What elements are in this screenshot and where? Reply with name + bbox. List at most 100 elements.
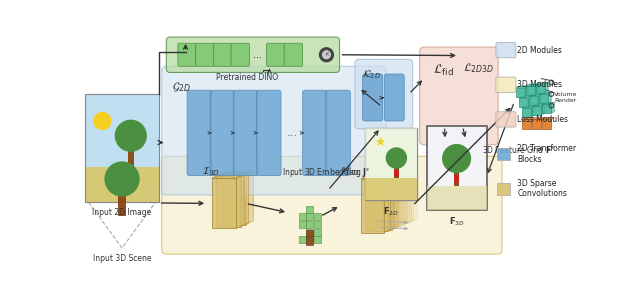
Text: ...: ...: [286, 128, 297, 138]
Bar: [299, 213, 306, 220]
Text: ✕: ✕: [324, 52, 329, 57]
Polygon shape: [522, 106, 534, 108]
Bar: [299, 221, 306, 228]
Bar: [307, 206, 314, 213]
Polygon shape: [531, 106, 534, 117]
FancyBboxPatch shape: [257, 90, 281, 176]
Polygon shape: [241, 173, 249, 226]
Text: 3D Sparse
Convolutions: 3D Sparse Convolutions: [517, 179, 567, 198]
Text: ★: ★: [374, 136, 385, 149]
Bar: [365, 128, 417, 200]
Bar: [307, 237, 314, 243]
Bar: [221, 175, 246, 225]
FancyBboxPatch shape: [166, 37, 340, 72]
FancyBboxPatch shape: [355, 59, 413, 129]
Bar: [307, 230, 314, 237]
Bar: [372, 174, 396, 228]
Polygon shape: [535, 84, 538, 95]
Polygon shape: [212, 175, 244, 178]
Bar: [394, 170, 399, 176]
Circle shape: [443, 145, 470, 172]
FancyBboxPatch shape: [284, 43, 303, 66]
Bar: [307, 221, 314, 228]
Polygon shape: [407, 166, 413, 223]
Bar: [454, 169, 459, 186]
Bar: [369, 176, 392, 230]
Bar: [307, 229, 314, 236]
Bar: [365, 177, 388, 231]
Text: 3D Modules: 3D Modules: [517, 80, 563, 89]
FancyBboxPatch shape: [266, 43, 285, 66]
Polygon shape: [388, 165, 417, 168]
Polygon shape: [399, 170, 406, 226]
Polygon shape: [536, 82, 548, 84]
Text: $\mathcal{H}_{3D}$: $\mathcal{H}_{3D}$: [340, 166, 360, 178]
Bar: [542, 104, 551, 113]
Bar: [532, 119, 541, 129]
Polygon shape: [236, 175, 244, 228]
FancyBboxPatch shape: [178, 43, 196, 66]
Polygon shape: [369, 173, 398, 176]
Text: Input 2D Image: Input 2D Image: [92, 208, 152, 217]
Bar: [427, 127, 486, 209]
Bar: [361, 179, 384, 233]
Bar: [532, 106, 541, 115]
Bar: [497, 183, 509, 195]
Bar: [365, 128, 417, 178]
Polygon shape: [525, 86, 528, 97]
FancyBboxPatch shape: [187, 90, 212, 176]
Polygon shape: [365, 174, 394, 177]
Bar: [529, 96, 538, 105]
Bar: [526, 86, 535, 95]
FancyBboxPatch shape: [496, 42, 516, 58]
FancyBboxPatch shape: [363, 74, 383, 121]
Polygon shape: [384, 176, 390, 233]
Bar: [314, 221, 321, 228]
Polygon shape: [376, 170, 406, 173]
Polygon shape: [528, 96, 531, 107]
FancyBboxPatch shape: [210, 90, 235, 176]
Polygon shape: [545, 82, 548, 93]
Bar: [86, 94, 159, 202]
FancyBboxPatch shape: [420, 47, 498, 145]
Polygon shape: [526, 84, 538, 86]
Bar: [307, 238, 314, 245]
Bar: [427, 186, 486, 209]
Text: Input 3D Scene: Input 3D Scene: [93, 254, 151, 263]
Text: Volume
Render: Volume Render: [554, 93, 578, 103]
Polygon shape: [551, 102, 554, 113]
Polygon shape: [532, 104, 545, 106]
Polygon shape: [396, 171, 402, 228]
Circle shape: [387, 148, 406, 168]
Bar: [216, 177, 241, 226]
Bar: [314, 229, 321, 236]
Circle shape: [323, 51, 330, 59]
FancyBboxPatch shape: [231, 43, 250, 66]
Bar: [118, 193, 126, 216]
Bar: [536, 84, 545, 93]
Circle shape: [105, 162, 139, 196]
Bar: [519, 98, 528, 107]
Polygon shape: [388, 174, 394, 231]
Text: $\mathcal{I}_{3D}$: $\mathcal{I}_{3D}$: [202, 166, 220, 178]
FancyBboxPatch shape: [384, 74, 404, 121]
FancyBboxPatch shape: [213, 43, 232, 66]
Text: 3D Feature Grid $\mathbf{F}^s$: 3D Feature Grid $\mathbf{F}^s$: [482, 144, 555, 155]
Circle shape: [319, 48, 333, 62]
Text: Loss Modules: Loss Modules: [517, 115, 568, 124]
Text: $\mathcal{L}_{\rm fid}$: $\mathcal{L}_{\rm fid}$: [433, 63, 454, 78]
Polygon shape: [411, 165, 417, 222]
Polygon shape: [519, 96, 531, 98]
Bar: [86, 94, 159, 167]
Bar: [454, 175, 459, 182]
Bar: [314, 237, 321, 243]
Bar: [299, 237, 306, 243]
Polygon shape: [542, 102, 554, 104]
Polygon shape: [541, 104, 545, 115]
FancyBboxPatch shape: [303, 90, 327, 176]
Bar: [212, 178, 236, 228]
Polygon shape: [246, 171, 253, 225]
Polygon shape: [403, 168, 410, 225]
Polygon shape: [361, 176, 390, 179]
Bar: [384, 170, 407, 223]
